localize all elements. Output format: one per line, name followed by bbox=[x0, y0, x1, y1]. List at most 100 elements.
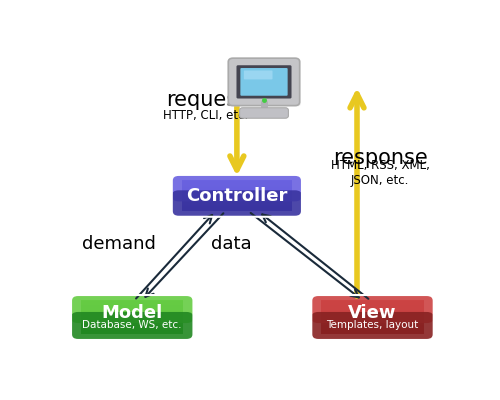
Text: Controller: Controller bbox=[186, 187, 288, 205]
Text: Templates, layout: Templates, layout bbox=[326, 320, 418, 330]
Bar bbox=[322, 329, 424, 330]
Bar bbox=[81, 306, 184, 307]
Bar bbox=[182, 208, 292, 209]
Bar bbox=[81, 316, 184, 317]
Bar bbox=[322, 310, 424, 312]
Bar bbox=[182, 180, 292, 181]
Text: demand: demand bbox=[82, 234, 156, 252]
Bar bbox=[81, 304, 184, 306]
Bar bbox=[322, 310, 424, 311]
Bar bbox=[81, 317, 184, 318]
Bar bbox=[322, 314, 424, 315]
FancyBboxPatch shape bbox=[312, 295, 434, 323]
Bar bbox=[81, 330, 184, 331]
Bar bbox=[182, 207, 292, 208]
FancyBboxPatch shape bbox=[236, 65, 292, 98]
FancyBboxPatch shape bbox=[172, 190, 302, 217]
Bar bbox=[182, 189, 292, 190]
Text: HTTP, CLI, etc.: HTTP, CLI, etc. bbox=[163, 109, 248, 122]
Bar bbox=[81, 325, 184, 326]
Bar bbox=[182, 206, 292, 207]
FancyBboxPatch shape bbox=[240, 108, 288, 118]
Bar bbox=[182, 209, 292, 210]
Bar bbox=[322, 318, 424, 319]
FancyBboxPatch shape bbox=[71, 312, 194, 340]
Text: Database, WS, etc.: Database, WS, etc. bbox=[82, 320, 182, 330]
Bar bbox=[182, 186, 292, 187]
Bar bbox=[322, 308, 424, 309]
Bar bbox=[81, 308, 184, 309]
Text: View: View bbox=[348, 304, 397, 322]
FancyBboxPatch shape bbox=[71, 295, 194, 323]
Bar bbox=[182, 196, 292, 197]
Bar bbox=[182, 196, 292, 197]
Bar bbox=[81, 319, 184, 320]
Bar bbox=[182, 210, 292, 211]
Bar bbox=[81, 332, 184, 334]
Bar bbox=[322, 327, 424, 328]
Bar bbox=[81, 322, 184, 324]
Bar bbox=[322, 316, 424, 317]
Bar bbox=[322, 324, 424, 325]
FancyBboxPatch shape bbox=[244, 70, 272, 80]
Bar bbox=[81, 310, 184, 312]
Bar bbox=[182, 201, 292, 202]
Text: response: response bbox=[333, 148, 428, 168]
Bar bbox=[322, 332, 424, 333]
Bar bbox=[322, 316, 424, 318]
Bar bbox=[322, 303, 424, 304]
Bar bbox=[182, 199, 292, 200]
Bar bbox=[182, 200, 292, 201]
Bar bbox=[182, 204, 292, 205]
Bar bbox=[81, 301, 184, 302]
Bar bbox=[182, 202, 292, 203]
Bar bbox=[81, 326, 184, 327]
FancyBboxPatch shape bbox=[240, 68, 288, 96]
Bar bbox=[81, 302, 184, 303]
Bar bbox=[322, 302, 424, 303]
Bar bbox=[81, 310, 184, 311]
Bar bbox=[182, 188, 292, 189]
Bar bbox=[81, 320, 184, 321]
Bar bbox=[322, 333, 424, 334]
Bar bbox=[81, 320, 184, 322]
Bar bbox=[182, 206, 292, 207]
Bar bbox=[322, 331, 424, 332]
Bar bbox=[322, 317, 424, 318]
Bar bbox=[182, 187, 292, 188]
FancyBboxPatch shape bbox=[312, 312, 434, 340]
Bar bbox=[322, 320, 424, 321]
Bar bbox=[322, 312, 424, 313]
Bar bbox=[182, 192, 292, 193]
Bar bbox=[182, 190, 292, 191]
Bar bbox=[322, 322, 424, 324]
Bar bbox=[182, 192, 292, 194]
Bar bbox=[81, 323, 184, 324]
Bar bbox=[81, 332, 184, 333]
FancyBboxPatch shape bbox=[227, 59, 301, 106]
Bar bbox=[322, 320, 424, 322]
Text: Model: Model bbox=[102, 304, 163, 322]
Bar bbox=[322, 326, 424, 328]
Bar bbox=[81, 316, 184, 318]
Bar bbox=[81, 333, 184, 334]
Bar bbox=[322, 319, 424, 320]
Bar bbox=[322, 330, 424, 331]
Bar bbox=[182, 197, 292, 198]
Bar bbox=[81, 324, 184, 325]
Bar bbox=[322, 304, 424, 305]
Bar bbox=[322, 300, 424, 302]
Bar bbox=[322, 309, 424, 310]
Bar bbox=[182, 202, 292, 204]
Bar bbox=[322, 325, 424, 326]
Bar bbox=[322, 301, 424, 302]
Bar bbox=[81, 318, 184, 319]
Bar bbox=[81, 331, 184, 332]
Text: request: request bbox=[166, 90, 246, 110]
Bar bbox=[81, 307, 184, 308]
Bar bbox=[322, 326, 424, 327]
Bar bbox=[182, 182, 292, 184]
Bar bbox=[322, 315, 424, 316]
FancyBboxPatch shape bbox=[228, 58, 300, 106]
Bar bbox=[182, 198, 292, 199]
